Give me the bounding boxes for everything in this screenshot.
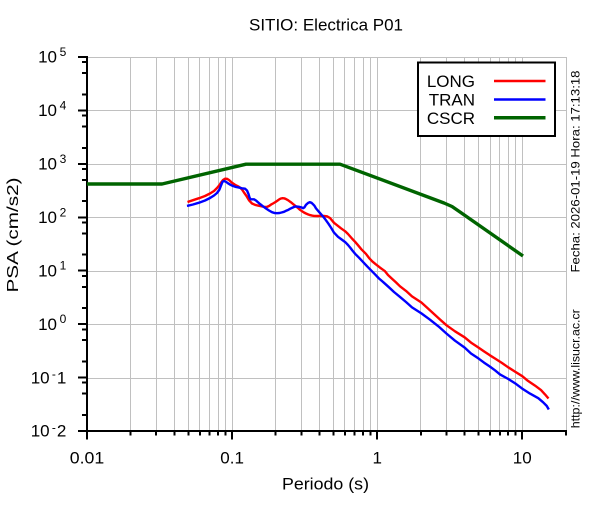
svg-text:0.1: 0.1 xyxy=(220,448,244,467)
svg-text:SITIO: Electrica P01: SITIO: Electrica P01 xyxy=(249,16,403,35)
svg-text:10-2: 10 -2 xyxy=(31,421,67,441)
svg-text:TRAN: TRAN xyxy=(429,91,475,110)
svg-text:1: 1 xyxy=(372,448,381,467)
svg-text:Fecha: 2026-01-19 Hora: 17:13:: Fecha: 2026-01-19 Hora: 17:13:18 xyxy=(569,70,583,272)
svg-text:10-1: 10 -1 xyxy=(31,367,67,387)
svg-text:http://www.lisucr.ac.cr: http://www.lisucr.ac.cr xyxy=(569,309,583,428)
svg-text:10: 10 xyxy=(513,448,532,467)
svg-text:LONG: LONG xyxy=(427,72,475,91)
svg-text:CSCR: CSCR xyxy=(427,109,475,128)
svg-text:Periodo (s): Periodo (s) xyxy=(282,474,369,493)
svg-text:PSA (cm/s2): PSA (cm/s2) xyxy=(5,178,22,293)
svg-text:0.01: 0.01 xyxy=(70,448,105,467)
